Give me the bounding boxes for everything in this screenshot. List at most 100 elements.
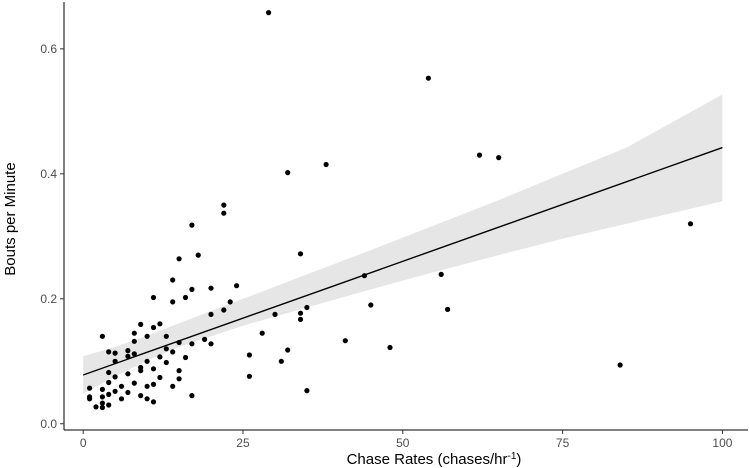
- y-axis-title: Bouts per Minute: [2, 162, 19, 275]
- data-point: [182, 354, 189, 361]
- data-point: [221, 202, 227, 208]
- data-point: [144, 333, 150, 339]
- data-point: [157, 374, 163, 381]
- data-point: [297, 316, 304, 322]
- data-point: [496, 155, 502, 161]
- data-point: [259, 330, 265, 336]
- data-point: [150, 399, 157, 405]
- data-point: [138, 393, 144, 399]
- data-point: [157, 321, 163, 327]
- y-axis-ticks: 0.0 0.2 0.4 0.6: [40, 42, 64, 431]
- data-point: [189, 393, 195, 399]
- data-point: [234, 283, 240, 289]
- data-point: [227, 299, 233, 305]
- data-point: [112, 350, 118, 356]
- data-point: [425, 75, 431, 81]
- data-point: [323, 161, 329, 168]
- data-point: [131, 338, 137, 344]
- data-point: [99, 386, 105, 392]
- data-point: [342, 338, 348, 344]
- data-point: [189, 286, 195, 292]
- data-point: [189, 222, 195, 228]
- data-point: [272, 311, 278, 317]
- data-point: [176, 339, 182, 346]
- data-point: [246, 352, 252, 358]
- data-point: [208, 285, 214, 291]
- data-point: [176, 256, 182, 262]
- data-point: [125, 389, 131, 396]
- data-point: [163, 333, 169, 339]
- data-point: [99, 394, 105, 400]
- data-point: [208, 311, 214, 317]
- x-tick-label: 75: [556, 436, 570, 450]
- data-point: [266, 10, 272, 16]
- data-point: [106, 402, 112, 408]
- data-point: [445, 306, 451, 312]
- x-tick-label: 25: [236, 436, 250, 450]
- data-point: [368, 302, 374, 308]
- data-point: [131, 380, 137, 386]
- data-point: [163, 359, 169, 366]
- data-point: [125, 348, 131, 354]
- data-point: [176, 376, 182, 382]
- data-point: [93, 404, 99, 410]
- data-point: [87, 396, 93, 402]
- data-point: [297, 310, 304, 316]
- data-point: [87, 385, 93, 391]
- data-point: [304, 388, 310, 394]
- x-axis-title: Chase Rates (chases/hr-1): [347, 451, 522, 468]
- data-point: [297, 251, 304, 257]
- x-axis-ticks: 0 25 50 75 100: [80, 430, 733, 450]
- data-point: [125, 371, 131, 377]
- data-point: [131, 351, 137, 357]
- data-point: [131, 330, 137, 336]
- data-point: [106, 391, 112, 397]
- data-point: [195, 252, 201, 258]
- data-point: [99, 400, 105, 406]
- data-point: [138, 321, 144, 327]
- data-point: [476, 152, 483, 158]
- data-point: [278, 358, 284, 364]
- data-point: [163, 346, 169, 352]
- plot-area: [82, 10, 723, 411]
- data-point: [150, 324, 157, 331]
- data-point: [170, 277, 176, 283]
- data-point: [285, 170, 291, 176]
- x-tick-label: 0: [80, 436, 87, 450]
- data-point: [144, 358, 150, 364]
- data-point: [304, 304, 310, 311]
- data-point: [208, 341, 214, 347]
- data-point: [125, 353, 131, 359]
- data-point: [112, 374, 118, 380]
- data-point: [150, 381, 157, 387]
- data-point: [687, 221, 694, 227]
- data-point: [144, 383, 150, 389]
- data-point: [202, 336, 208, 342]
- confidence-band: [83, 94, 723, 394]
- x-tick-label: 100: [712, 436, 732, 450]
- data-point: [112, 388, 118, 394]
- data-point: [99, 333, 105, 339]
- data-point: [438, 271, 444, 277]
- data-point: [182, 294, 189, 301]
- data-point: [150, 294, 157, 301]
- y-tick-label: 0.0: [40, 417, 57, 431]
- data-point: [189, 341, 195, 347]
- x-tick-label: 50: [396, 436, 410, 450]
- data-point: [361, 273, 367, 279]
- data-point: [150, 366, 157, 372]
- data-point: [221, 210, 227, 216]
- data-point: [387, 344, 393, 351]
- data-points: [87, 10, 694, 411]
- data-point: [617, 362, 623, 368]
- data-point: [157, 354, 163, 360]
- data-point: [221, 307, 227, 313]
- regression-line: [82, 146, 723, 376]
- data-point: [170, 299, 176, 305]
- data-point: [112, 358, 118, 364]
- data-point: [106, 349, 112, 355]
- data-point: [144, 396, 150, 402]
- data-point: [176, 368, 182, 374]
- data-point: [106, 369, 112, 376]
